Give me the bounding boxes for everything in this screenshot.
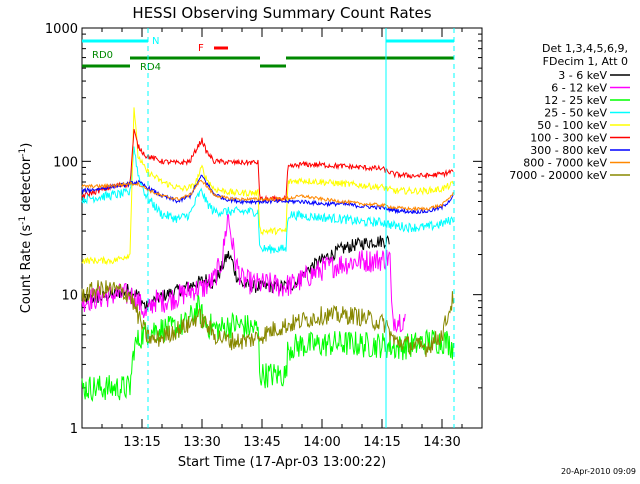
series-line-5 [81, 128, 454, 204]
y-tick-label: 1 [70, 422, 78, 437]
y-axis-label-sup1: -1 [18, 216, 28, 225]
x-tick-label: 14:00 [303, 435, 340, 450]
y-axis-label: Count Rate (s-1 detector-1) [18, 143, 34, 314]
y-tick-label: 1000 [45, 22, 78, 37]
vertical-markers [147, 28, 455, 428]
legend-label: 12 - 25 keV [544, 94, 607, 107]
x-tick-label: 13:45 [243, 435, 280, 450]
plot-frame [81, 27, 483, 429]
state-label-f: F [198, 43, 204, 54]
y-tick-label: 100 [53, 155, 78, 170]
series-line-4 [81, 107, 454, 266]
x-axis-label: Start Time (17-Apr-03 13:00:22) [178, 455, 386, 470]
series-line-6 [81, 174, 454, 215]
x-tick-label: 13:15 [123, 435, 160, 450]
tick-labels: 1 10 100 1000 13:15 13:30 13:45 14:00 14:15 14:30 [45, 22, 461, 450]
legend: Det 1,3,4,5,6,9, FDecim 1, Att 0 3 - 6 k… [509, 42, 630, 182]
legend-label: 100 - 300 keV [530, 132, 607, 145]
state-label-n: N [152, 36, 159, 47]
series-line-8 [81, 280, 454, 358]
state-label-rd4: RD4 [140, 62, 161, 73]
state-label-rd0: RD0 [92, 50, 113, 61]
axis-ticks [82, 27, 482, 429]
x-tick-label: 14:30 [423, 435, 460, 450]
state-bars: N F RD0 RD4 [82, 36, 454, 73]
series-line-0 [81, 235, 390, 311]
series-line-3 [81, 146, 454, 254]
y-tick-label: 10 [61, 289, 78, 304]
legend-label: 6 - 12 keV [551, 82, 607, 95]
y-axis-label-main: Count Rate (s [19, 225, 34, 314]
legend-label: 800 - 7000 keV [523, 157, 607, 170]
legend-header-line-1: Det 1,3,4,5,6,9, [542, 42, 628, 55]
series-line-7 [81, 179, 454, 212]
series-lines [81, 107, 454, 403]
legend-header-line-2: FDecim 1, Att 0 [543, 55, 628, 68]
legend-label: 3 - 6 keV [558, 69, 607, 82]
x-tick-label: 13:30 [183, 435, 220, 450]
legend-label: 25 - 50 keV [544, 107, 607, 120]
x-tick-label: 14:15 [363, 435, 400, 450]
legend-label: 50 - 100 keV [537, 119, 607, 132]
y-axis-label-sup2: -1 [18, 148, 28, 157]
legend-label: 300 - 800 keV [530, 144, 607, 157]
series-line-2 [81, 294, 454, 403]
y-axis-label-mid: detector [19, 156, 34, 216]
chart-title: HESSI Observing Summary Count Rates [132, 4, 431, 22]
footer-timestamp: 20-Apr-2010 09:09 [561, 467, 636, 476]
legend-label: 7000 - 20000 keV [509, 169, 607, 182]
y-axis-label-end: ) [19, 143, 34, 148]
